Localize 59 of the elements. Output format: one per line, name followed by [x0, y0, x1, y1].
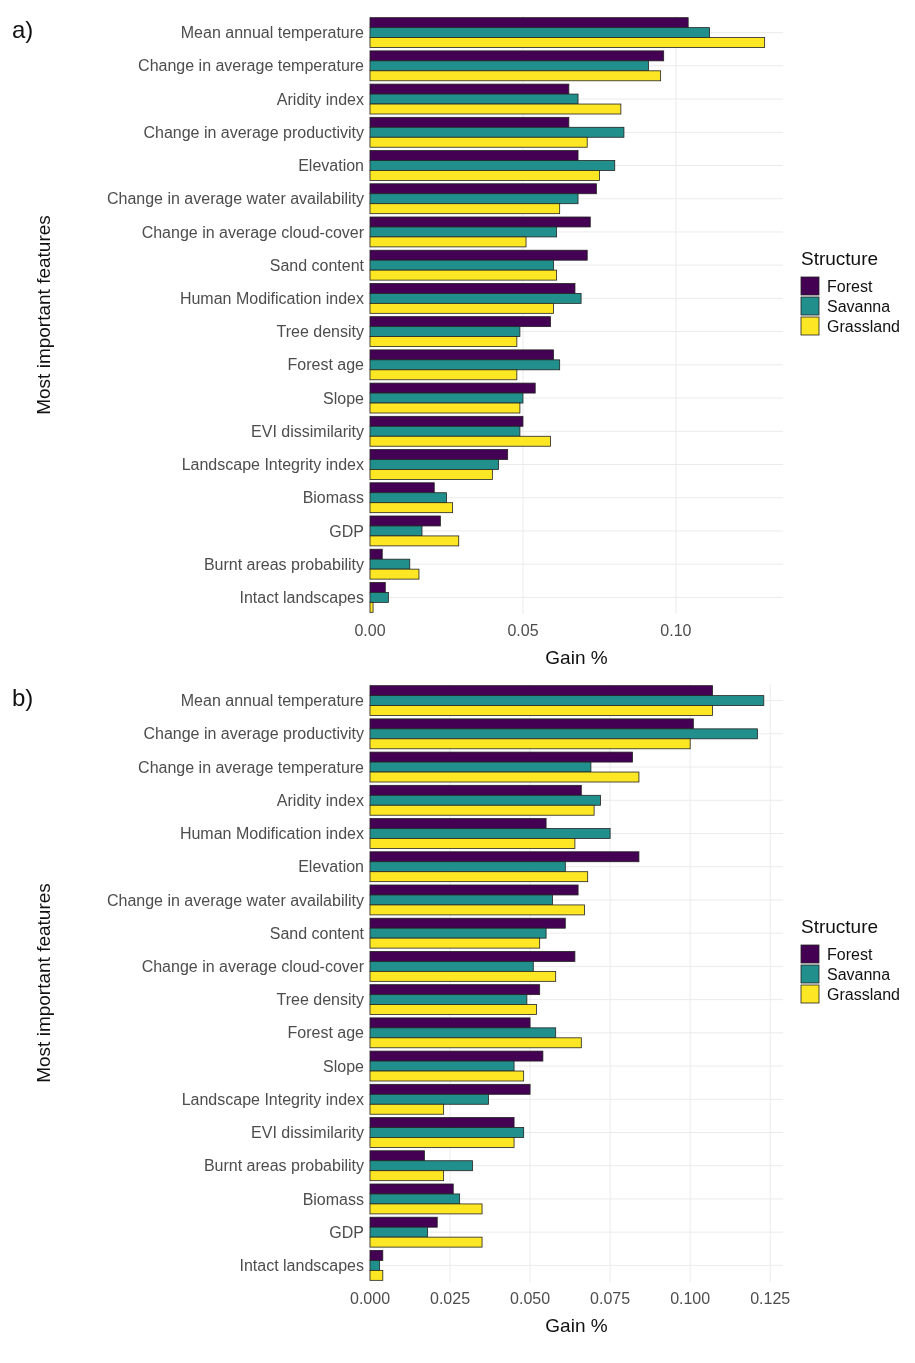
- y-tick-label: Sand content: [269, 256, 365, 274]
- y-axis-title: Most important features: [33, 215, 54, 415]
- y-tick-label: Aridity index: [276, 791, 364, 809]
- y-tick-label: Change in average temperature: [138, 758, 365, 776]
- x-tick-label: 0.025: [430, 1290, 471, 1307]
- y-tick-label: Human Modification index: [179, 289, 364, 307]
- y-tick-label: Change in average water availability: [106, 891, 364, 909]
- legend-title: Structure: [801, 916, 879, 937]
- y-tick-label: Biomass: [302, 489, 364, 507]
- y-tick-label: Burnt areas probability: [203, 1157, 364, 1175]
- y-tick-label: GDP: [329, 1223, 364, 1241]
- text: b): [12, 684, 34, 711]
- x-tick-label: 0.050: [510, 1290, 551, 1307]
- y-tick-label: Slope: [323, 389, 365, 407]
- y-tick-label: Tree density: [276, 323, 364, 341]
- x-tick-label: 0.00: [354, 622, 386, 639]
- y-tick-label: Landscape Integrity index: [181, 456, 364, 474]
- y-tick-label: EVI dissimilarity: [251, 1124, 364, 1142]
- x-axis-title: Gain %: [545, 1315, 608, 1336]
- y-tick-label: Mean annual temperature: [180, 24, 365, 42]
- y-tick-label: Burnt areas probability: [203, 555, 364, 573]
- y-tick-label: Intact landscapes: [239, 1256, 364, 1274]
- y-tick-label: Sand content: [269, 924, 365, 942]
- x-tick-label: 0.000: [349, 1290, 391, 1307]
- text: a): [12, 16, 34, 43]
- y-tick-label: Slope: [323, 1057, 365, 1075]
- y-tick-label: Intact landscapes: [239, 588, 364, 606]
- legend-title: Structure: [801, 248, 879, 269]
- y-tick-label: Forest age: [287, 356, 365, 374]
- y-tick-label: EVI dissimilarity: [251, 422, 364, 440]
- y-tick-label: Human Modification index: [179, 825, 364, 843]
- y-tick-label: Change in average cloud-cover: [141, 957, 365, 975]
- y-tick-label: Landscape Integrity index: [181, 1090, 364, 1108]
- y-tick-label: Biomass: [302, 1190, 364, 1208]
- legend-label: Forest: [827, 277, 873, 295]
- x-tick-label: 0.100: [670, 1290, 711, 1307]
- legend-label: Savanna: [827, 297, 891, 315]
- x-tick-label: 0.10: [660, 622, 692, 639]
- y-tick-label: Tree density: [276, 991, 364, 1009]
- y-tick-label: Change in average water availability: [106, 190, 364, 208]
- x-tick-label: 0.05: [507, 622, 539, 639]
- y-tick-label: Change in average cloud-cover: [141, 223, 365, 241]
- y-tick-label: Forest age: [287, 1024, 365, 1042]
- y-axis-title: Most important features: [33, 883, 54, 1083]
- legend-label: Grassland: [827, 985, 900, 1003]
- x-tick-label: 0.125: [750, 1290, 791, 1307]
- legend-label: Grassland: [827, 317, 900, 335]
- legend-label: Savanna: [827, 965, 891, 983]
- y-tick-label: Elevation: [298, 157, 364, 175]
- y-tick-label: Elevation: [298, 858, 364, 876]
- y-tick-label: Change in average productivity: [143, 725, 364, 743]
- x-axis-title: Gain %: [545, 647, 608, 668]
- x-tick-label: 0.075: [590, 1290, 631, 1307]
- y-tick-label: Change in average temperature: [138, 57, 365, 75]
- y-tick-label: Mean annual temperature: [180, 692, 365, 710]
- legend-label: Forest: [827, 945, 873, 963]
- y-tick-label: GDP: [329, 522, 364, 540]
- y-tick-label: Change in average productivity: [143, 123, 364, 141]
- y-tick-label: Aridity index: [276, 90, 364, 108]
